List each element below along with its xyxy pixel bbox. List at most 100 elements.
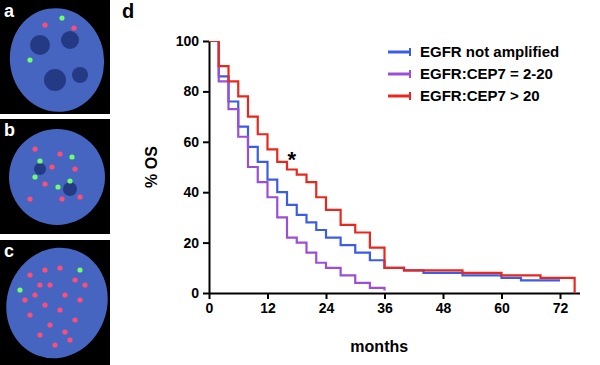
nucleus bbox=[2, 1, 113, 120]
legend-label: EGFR:CEP7 > 20 bbox=[420, 87, 540, 104]
legend-swatch-tick bbox=[409, 92, 411, 100]
fish-signal-red bbox=[22, 297, 27, 302]
x-axis-title: months bbox=[350, 338, 408, 355]
fish-signal-red bbox=[27, 312, 32, 317]
nucleolus bbox=[72, 67, 88, 83]
fish-signal-red bbox=[57, 265, 62, 270]
tick-mark bbox=[203, 141, 209, 143]
tick-label: 24 bbox=[319, 300, 335, 316]
tick: 0 bbox=[191, 285, 209, 301]
tick: 72 bbox=[553, 293, 569, 316]
tick-label: 0 bbox=[191, 285, 199, 301]
fish-signal-green bbox=[67, 178, 72, 183]
tick: 24 bbox=[319, 293, 335, 316]
fish-signal-red bbox=[72, 277, 77, 282]
tick-mark bbox=[203, 242, 209, 244]
panel-label: c bbox=[4, 241, 14, 261]
tick: 12 bbox=[260, 293, 276, 316]
plot-area bbox=[209, 41, 575, 293]
fish-signal-green bbox=[59, 15, 64, 20]
nucleolus bbox=[61, 31, 79, 49]
tick-mark bbox=[501, 293, 503, 299]
legend-swatch-tick bbox=[409, 48, 411, 56]
tick-label: 0 bbox=[206, 300, 214, 316]
tick: 36 bbox=[377, 293, 393, 316]
tick: 60 bbox=[183, 134, 209, 150]
fish-signal-red bbox=[72, 166, 77, 171]
fish-signal-red bbox=[52, 342, 57, 347]
legend-label: EGFR:CEP7 = 2-20 bbox=[420, 65, 553, 82]
survival-curve bbox=[209, 41, 560, 280]
survival-curve bbox=[209, 41, 575, 293]
fish-signal-red bbox=[57, 151, 62, 156]
tick-mark bbox=[560, 293, 562, 299]
fish-signal-red bbox=[72, 317, 77, 322]
fish-signal-red bbox=[42, 267, 47, 272]
tick-mark bbox=[203, 91, 209, 93]
fish-signal-red bbox=[67, 337, 72, 342]
x-axis: 0 12 24 36 48 60 72 bbox=[206, 293, 580, 316]
panel-label: d bbox=[122, 0, 134, 22]
tick-label: 20 bbox=[183, 235, 199, 251]
legend-swatch bbox=[388, 73, 410, 76]
fish-signal-green bbox=[55, 184, 60, 189]
panel-label: b bbox=[4, 120, 15, 140]
tick: 0 bbox=[206, 293, 214, 316]
fish-signal-red bbox=[37, 282, 42, 287]
legend-swatch bbox=[388, 95, 410, 98]
fish-signal-red bbox=[42, 302, 47, 307]
fish-signal-green bbox=[77, 267, 82, 272]
tick-label: 100 bbox=[176, 33, 200, 49]
fish-signal-red bbox=[62, 329, 67, 334]
image-panel: c bbox=[0, 233, 123, 365]
axis-line bbox=[209, 42, 211, 294]
tick-mark bbox=[267, 293, 269, 299]
survival-curve bbox=[209, 41, 385, 290]
fish-signal-red bbox=[49, 164, 54, 169]
fish-signal-green bbox=[37, 158, 42, 163]
fish-signal-red bbox=[62, 292, 67, 297]
fish-signal-red bbox=[32, 146, 37, 151]
tick: 60 bbox=[494, 293, 510, 316]
fish-signal-red bbox=[27, 272, 32, 277]
fish-signal-green bbox=[32, 174, 37, 179]
nucleolus bbox=[44, 69, 66, 91]
fish-signal-red bbox=[27, 196, 32, 201]
fish-signal-green bbox=[69, 154, 74, 159]
nucleolus bbox=[63, 182, 77, 196]
panel-label: a bbox=[4, 1, 15, 21]
annotation: * bbox=[288, 147, 297, 172]
figure: a b c d 0 12 24 36 48 60 72 0 20 40 60 80 100 months % OS *… bbox=[0, 0, 600, 365]
tick-label: 60 bbox=[183, 134, 199, 150]
fish-signal-green bbox=[17, 287, 22, 292]
tick-label: 48 bbox=[436, 300, 452, 316]
image-panel: b bbox=[0, 119, 110, 234]
y-axis: 0 20 40 60 80 100 bbox=[176, 33, 210, 301]
nucleus bbox=[0, 233, 123, 365]
nucleolus bbox=[30, 35, 50, 55]
tick-mark bbox=[203, 192, 209, 194]
legend-swatch-tick bbox=[409, 70, 411, 78]
tick: 20 bbox=[183, 235, 209, 251]
tick: 80 bbox=[183, 83, 209, 99]
tick-mark bbox=[384, 293, 386, 299]
tick-mark bbox=[203, 293, 209, 295]
fish-signal-red bbox=[59, 196, 64, 201]
nucleus bbox=[9, 129, 105, 225]
tick-mark bbox=[326, 293, 328, 299]
tick-label: 36 bbox=[377, 300, 393, 316]
tick-label: 60 bbox=[494, 300, 510, 316]
fish-signal-red bbox=[32, 292, 37, 297]
fish-signal-green bbox=[27, 57, 32, 62]
tick: 100 bbox=[176, 33, 209, 49]
fish-signal-red bbox=[47, 282, 52, 287]
tick-label: 12 bbox=[260, 300, 276, 316]
fish-signal-red bbox=[77, 297, 82, 302]
panel-background bbox=[0, 119, 110, 234]
tick: 40 bbox=[183, 184, 209, 200]
fish-signal-red bbox=[82, 282, 87, 287]
y-axis-title: % OS bbox=[143, 146, 160, 188]
fish-signal-red bbox=[42, 22, 47, 27]
fish-signal-red bbox=[71, 25, 76, 30]
tick-label: 72 bbox=[553, 300, 569, 316]
